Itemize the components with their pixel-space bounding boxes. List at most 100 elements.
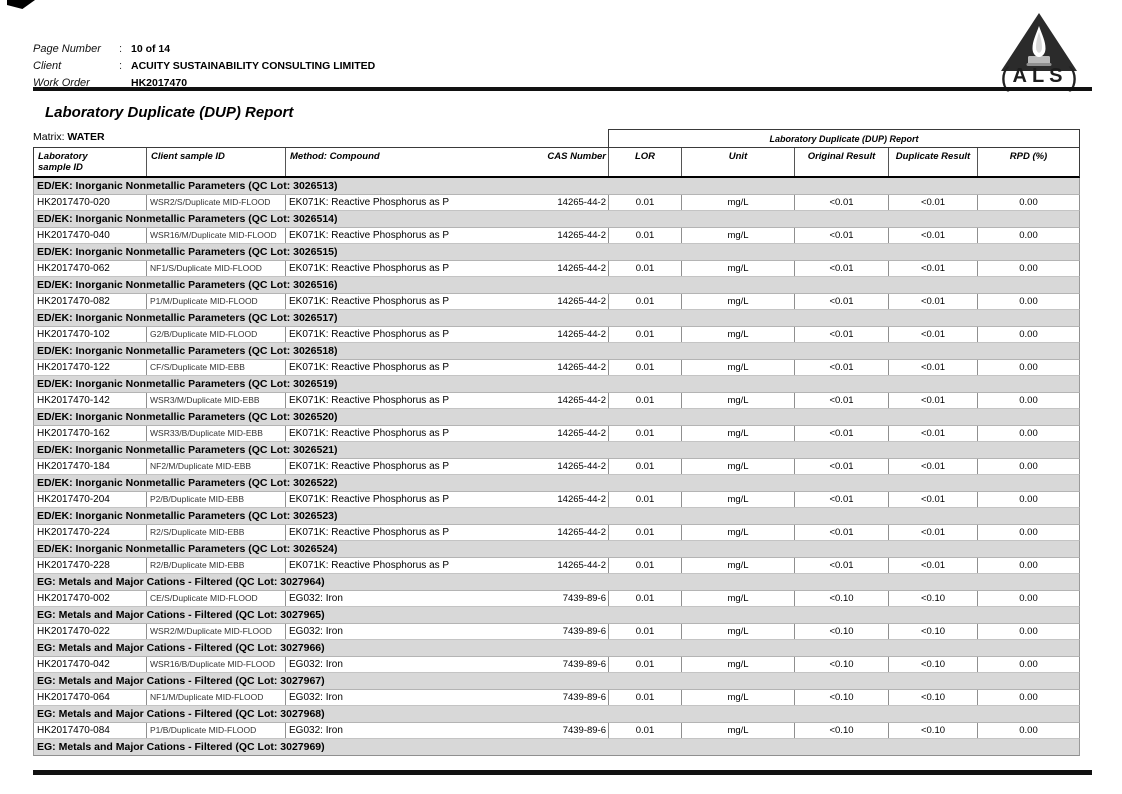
lor-cell: 0.01 xyxy=(609,294,682,309)
lab-sample-id-cell: HK2017470-064 xyxy=(34,690,147,705)
cas-number-cell: 7439-89-6 xyxy=(519,690,609,705)
table-span-header: Laboratory Duplicate (DUP) Report xyxy=(608,129,1080,148)
client-sample-id-cell: WSR3/M/Duplicate MID-EBB xyxy=(147,393,286,408)
lab-sample-id-cell: HK2017470-142 xyxy=(34,393,147,408)
original-result-cell: <0.10 xyxy=(795,624,889,639)
lor-cell: 0.01 xyxy=(609,624,682,639)
table-row: HK2017470-122 CF/S/Duplicate MID-EBB EK071… xyxy=(33,360,1080,376)
als-logo-wordmark: (ALS) xyxy=(993,62,1085,93)
lor-cell: 0.01 xyxy=(609,591,682,606)
table-row: HK2017470-020 WSR2/S/Duplicate MID-FLOOD E… xyxy=(33,195,1080,211)
unit-cell: mg/L xyxy=(682,723,795,738)
section-header: ED/EK: Inorganic Nonmetallic Parameters … xyxy=(33,343,1080,360)
rpd-cell: 0.00 xyxy=(1019,263,1038,274)
section-header: EG: Metals and Major Cations - Filtered … xyxy=(33,607,1080,624)
section-header: EG: Metals and Major Cations - Filtered … xyxy=(33,574,1080,591)
scan-artifact xyxy=(7,0,35,9)
unit-cell: mg/L xyxy=(682,558,795,573)
method-cell: EK071K: Reactive Phosphorus as P xyxy=(289,197,450,208)
original-result-cell: <0.01 xyxy=(795,525,889,540)
method-cell: EK071K: Reactive Phosphorus as P xyxy=(289,428,450,439)
duplicate-result-cell: <0.01 xyxy=(889,261,978,276)
col-header-lab-line2: sample ID xyxy=(38,162,83,173)
original-result-cell: <0.01 xyxy=(795,327,889,342)
table-body: ED/EK: Inorganic Nonmetallic Parameters … xyxy=(33,178,1080,756)
client-sample-id-cell: R2/B/Duplicate MID-EBB xyxy=(147,558,286,573)
method-cell: EK071K: Reactive Phosphorus as P xyxy=(289,461,450,472)
rpd-cell: 0.00 xyxy=(1019,230,1038,241)
meta-row-work-order: Work Order HK2017470 xyxy=(33,74,375,91)
lab-sample-id-cell: HK2017470-228 xyxy=(34,558,147,573)
method-cell: EK071K: Reactive Phosphorus as P xyxy=(289,263,450,274)
col-header-method: Method: Compound xyxy=(290,151,380,162)
method-cell: EG032: Iron xyxy=(289,626,343,637)
cas-number-cell: 14265-44-2 xyxy=(519,195,609,210)
lab-sample-id-cell: HK2017470-062 xyxy=(34,261,147,276)
unit-cell: mg/L xyxy=(682,459,795,474)
unit-cell: mg/L xyxy=(682,657,795,672)
original-result-cell: <0.10 xyxy=(795,657,889,672)
original-result-cell: <0.10 xyxy=(795,690,889,705)
lab-sample-id-cell: HK2017470-082 xyxy=(34,294,147,309)
page-number-value: 10 of 14 xyxy=(131,42,171,55)
cas-number-cell: 7439-89-6 xyxy=(519,591,609,606)
cas-number-cell: 14265-44-2 xyxy=(519,261,609,276)
matrix-line: Matrix: WATER xyxy=(33,131,105,143)
lor-cell: 0.01 xyxy=(609,360,682,375)
method-cell: EK071K: Reactive Phosphorus as P xyxy=(289,230,450,241)
table-row: HK2017470-184 NF2/M/Duplicate MID-EBB EK07… xyxy=(33,459,1080,475)
client-sample-id-cell: CE/S/Duplicate MID-FLOOD xyxy=(147,591,286,606)
method-cell: EG032: Iron xyxy=(289,692,343,703)
lab-sample-id-cell: HK2017470-102 xyxy=(34,327,147,342)
lor-cell: 0.01 xyxy=(609,327,682,342)
duplicate-result-cell: <0.10 xyxy=(889,657,978,672)
lor-cell: 0.01 xyxy=(609,426,682,441)
duplicate-result-cell: <0.10 xyxy=(889,723,978,738)
table-column-headers: Laboratory sample ID Client sample ID Me… xyxy=(33,147,1080,178)
lab-sample-id-cell: HK2017470-022 xyxy=(34,624,147,639)
paren-right: ) xyxy=(1068,62,1078,92)
col-header-lab-line1: Laboratory xyxy=(38,151,88,162)
section-header: ED/EK: Inorganic Nonmetallic Parameters … xyxy=(33,310,1080,327)
rpd-cell: 0.00 xyxy=(1019,593,1038,604)
unit-cell: mg/L xyxy=(682,195,795,210)
duplicate-result-cell: <0.10 xyxy=(889,591,978,606)
table-row: HK2017470-040 WSR16/M/Duplicate MID-FLOOD… xyxy=(33,228,1080,244)
cas-number-cell: 14265-44-2 xyxy=(519,228,609,243)
original-result-cell: <0.01 xyxy=(795,558,889,573)
unit-cell: mg/L xyxy=(682,624,795,639)
paren-left: ( xyxy=(1000,62,1010,92)
unit-cell: mg/L xyxy=(682,327,795,342)
client-sample-id-cell: NF1/S/Duplicate MID-FLOOD xyxy=(147,261,286,276)
col-header-lor: LOR xyxy=(609,148,682,176)
section-header: EG: Metals and Major Cations - Filtered … xyxy=(33,673,1080,690)
report-meta: Page Number : 10 of 14 Client : ACUITY S… xyxy=(33,40,375,91)
duplicate-result-cell: <0.01 xyxy=(889,294,978,309)
header-rule xyxy=(33,87,1092,91)
unit-cell: mg/L xyxy=(682,228,795,243)
duplicate-result-cell: <0.10 xyxy=(889,690,978,705)
rpd-cell: 0.00 xyxy=(1019,362,1038,373)
original-result-cell: <0.01 xyxy=(795,492,889,507)
method-cell: EK071K: Reactive Phosphorus as P xyxy=(289,329,450,340)
duplicate-result-cell: <0.01 xyxy=(889,228,978,243)
client-label: Client xyxy=(33,59,62,72)
original-result-cell: <0.10 xyxy=(795,723,889,738)
rpd-cell: 0.00 xyxy=(1019,560,1038,571)
col-header-original-result: Original Result xyxy=(795,148,889,176)
duplicate-result-cell: <0.01 xyxy=(889,195,978,210)
duplicate-result-cell: <0.10 xyxy=(889,624,978,639)
cas-number-cell: 7439-89-6 xyxy=(519,624,609,639)
method-cell: EK071K: Reactive Phosphorus as P xyxy=(289,395,450,406)
method-cell: EG032: Iron xyxy=(289,725,343,736)
table-row: HK2017470-022 WSR2/M/Duplicate MID-FLOOD E… xyxy=(33,624,1080,640)
original-result-cell: <0.01 xyxy=(795,360,889,375)
original-result-cell: <0.01 xyxy=(795,261,889,276)
method-cell: EK071K: Reactive Phosphorus as P xyxy=(289,527,450,538)
client-sample-id-cell: NF1/M/Duplicate MID-FLOOD xyxy=(147,690,286,705)
rpd-cell: 0.00 xyxy=(1019,395,1038,406)
rpd-cell: 0.00 xyxy=(1019,725,1038,736)
matrix-label: Matrix: xyxy=(33,131,65,143)
col-header-client-sample-id: Client sample ID xyxy=(147,148,286,176)
